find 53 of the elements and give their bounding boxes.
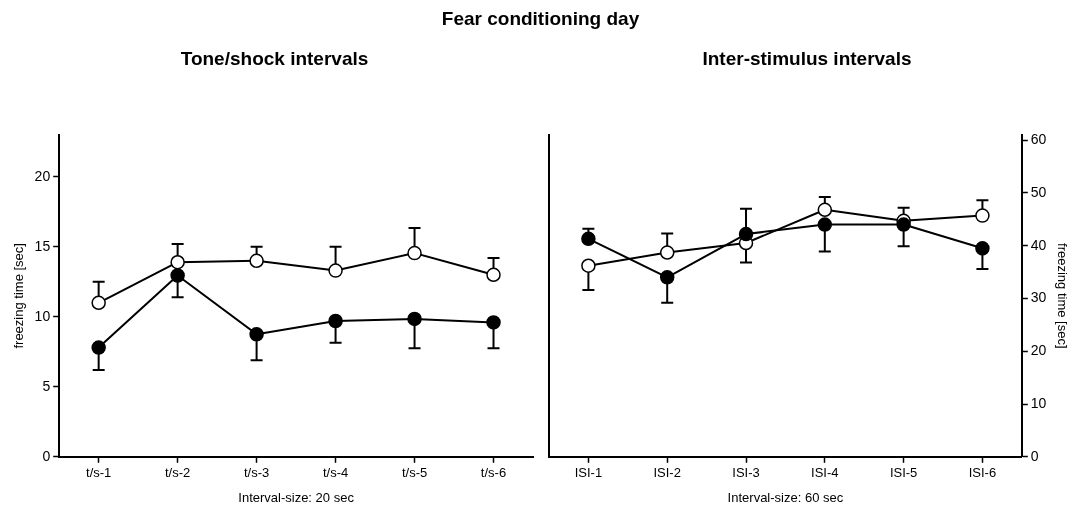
y2-axis-title: freezing time [sec]	[1054, 243, 1070, 349]
point	[486, 315, 501, 330]
y2-tick-label: 20	[1030, 342, 1047, 359]
point	[975, 208, 990, 223]
point	[896, 217, 911, 232]
point	[170, 254, 185, 270]
x-tick-label: t/s-3	[243, 465, 270, 481]
point	[249, 253, 264, 269]
y2-tick-label: 30	[1030, 289, 1047, 306]
x-tick-label: t/s-6	[480, 465, 507, 481]
point	[170, 268, 185, 283]
point	[328, 263, 343, 278]
y2-tick-label: 0	[1030, 447, 1039, 464]
point	[659, 245, 675, 260]
x-tick-label: t/s-1	[86, 465, 112, 481]
point	[407, 311, 422, 327]
point	[659, 270, 675, 285]
point	[975, 241, 990, 256]
x-tick-label: ISI-6	[968, 465, 997, 481]
x-axis-title: Interval-size: 20 sec	[238, 489, 355, 505]
chart-title: Inter-stimulus intervals	[702, 47, 912, 69]
y2-tick-label: 60	[1030, 130, 1047, 147]
x-tick-label: t/s-5	[401, 465, 428, 481]
y2-tick-label: 40	[1030, 236, 1047, 253]
y-tick-label: 5	[42, 377, 51, 394]
point	[91, 340, 106, 355]
x-tick-label: ISI-3	[732, 465, 760, 481]
text: Fear conditioning day	[440, 8, 641, 30]
x-axis-title: Interval-size: 60 sec	[727, 489, 844, 505]
x-tick-label: ISI-1	[574, 465, 603, 481]
point	[249, 327, 264, 342]
point	[91, 295, 106, 311]
point	[817, 217, 833, 232]
point	[581, 258, 596, 273]
y2-tick-label: 10	[1030, 394, 1047, 411]
x-tick-label: ISI-2	[653, 465, 681, 481]
y2-tick-label: 50	[1030, 183, 1047, 200]
x-tick-label: t/s-2	[164, 465, 191, 481]
point	[817, 202, 833, 218]
point	[486, 267, 501, 283]
y-tick-label: 0	[42, 447, 51, 464]
y-tick-label: 15	[34, 237, 51, 254]
point	[738, 226, 754, 242]
x-tick-label: ISI-4	[811, 465, 839, 481]
point	[407, 245, 422, 261]
x-tick-label: t/s-4	[322, 465, 349, 481]
point	[328, 313, 343, 329]
point	[581, 231, 596, 247]
y-tick-label: 20	[34, 167, 51, 184]
y-tick-label: 10	[34, 307, 51, 324]
chart-title: Tone/shock intervals	[180, 47, 369, 69]
x-tick-label: ISI-5	[889, 465, 918, 481]
y-axis-title: freezing time [sec]	[11, 243, 27, 349]
